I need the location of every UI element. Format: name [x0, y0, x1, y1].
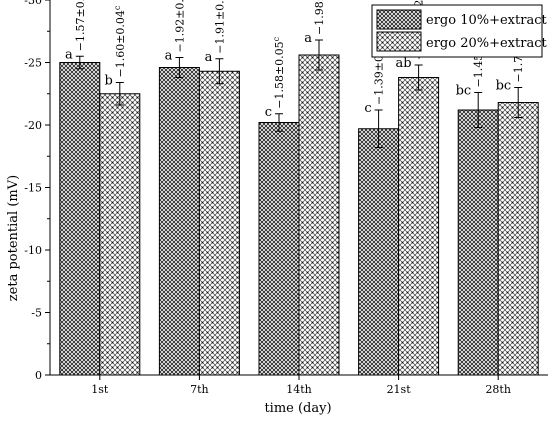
value-annotation: −1.91±0.07a	[212, 0, 226, 54]
legend-label-series-1: ergo 10%+extract	[426, 13, 547, 28]
significance-letter: c	[364, 101, 371, 116]
significance-letter: ab	[396, 56, 412, 71]
value-annotation: −1.57±0.04c	[73, 0, 87, 51]
y-axis-title: zeta potential (mV)	[6, 175, 21, 301]
value-annotation-text: −1.57±0.04	[74, 0, 87, 51]
bar-series-2	[298, 54, 340, 376]
value-annotation: −1.60±0.04c	[113, 5, 127, 77]
significance-letter: a	[165, 49, 173, 64]
bar-series-1	[258, 122, 300, 376]
value-annotation-superscript: c	[113, 5, 122, 10]
y-tick-label: -5	[31, 307, 42, 320]
value-annotation-text: −1.60±0.04	[114, 10, 127, 77]
bar-series-1	[158, 67, 200, 376]
significance-letter: c	[265, 105, 272, 120]
value-annotation-text: −1.58±0.05	[273, 41, 286, 108]
bar-series-2	[99, 93, 141, 376]
significance-letter: a	[304, 31, 312, 46]
bar-series-2	[398, 77, 440, 376]
x-tick-label: 14th	[286, 383, 312, 396]
y-tick-label: 0	[35, 369, 42, 382]
plot-area: 0-5-10-15-20-25-301sta−1.57±0.04cb−1.60±…	[24, 0, 548, 396]
x-axis-title: time (day)	[264, 401, 331, 416]
x-tick-label: 28th	[485, 383, 511, 396]
value-annotation-superscript: c	[272, 36, 281, 41]
legend: ergo 10%+extract ergo 20%+extract	[371, 4, 547, 58]
significance-letter: b	[104, 74, 112, 89]
value-annotation: −1.98±0.12a	[312, 0, 326, 35]
bar-series-1	[358, 128, 400, 376]
x-tick-label: 7th	[190, 383, 209, 396]
x-tick-label: 21st	[387, 383, 412, 396]
y-tick-label: -20	[24, 119, 42, 132]
bar-series-1	[457, 109, 499, 376]
y-tick-label: -10	[24, 244, 42, 257]
significance-letter: bc	[456, 84, 472, 99]
bar-series-1	[59, 62, 101, 376]
bar-series-2	[497, 102, 539, 376]
x-tick-label: 1st	[91, 383, 109, 396]
significance-letter: a	[65, 47, 73, 62]
value-annotation-text: −1.92±0.06	[173, 0, 186, 53]
y-tick-label: -30	[24, 0, 42, 7]
value-annotation: −1.58±0.05c	[272, 36, 286, 108]
value-annotation-text: −1.91±0.07	[213, 0, 226, 54]
bar-series-2	[198, 70, 240, 376]
y-tick-label: -25	[24, 57, 42, 70]
legend-swatch-series-2	[376, 31, 422, 52]
significance-letter: a	[205, 50, 213, 65]
value-annotation: −1.92±0.06a	[172, 0, 186, 53]
value-annotation-text: −1.98±0.12	[313, 0, 326, 35]
y-tick-label: -15	[24, 182, 42, 195]
legend-swatch-series-1	[376, 9, 422, 30]
legend-label-series-2: ergo 20%+extract	[426, 36, 547, 51]
significance-letter: bc	[496, 79, 512, 94]
